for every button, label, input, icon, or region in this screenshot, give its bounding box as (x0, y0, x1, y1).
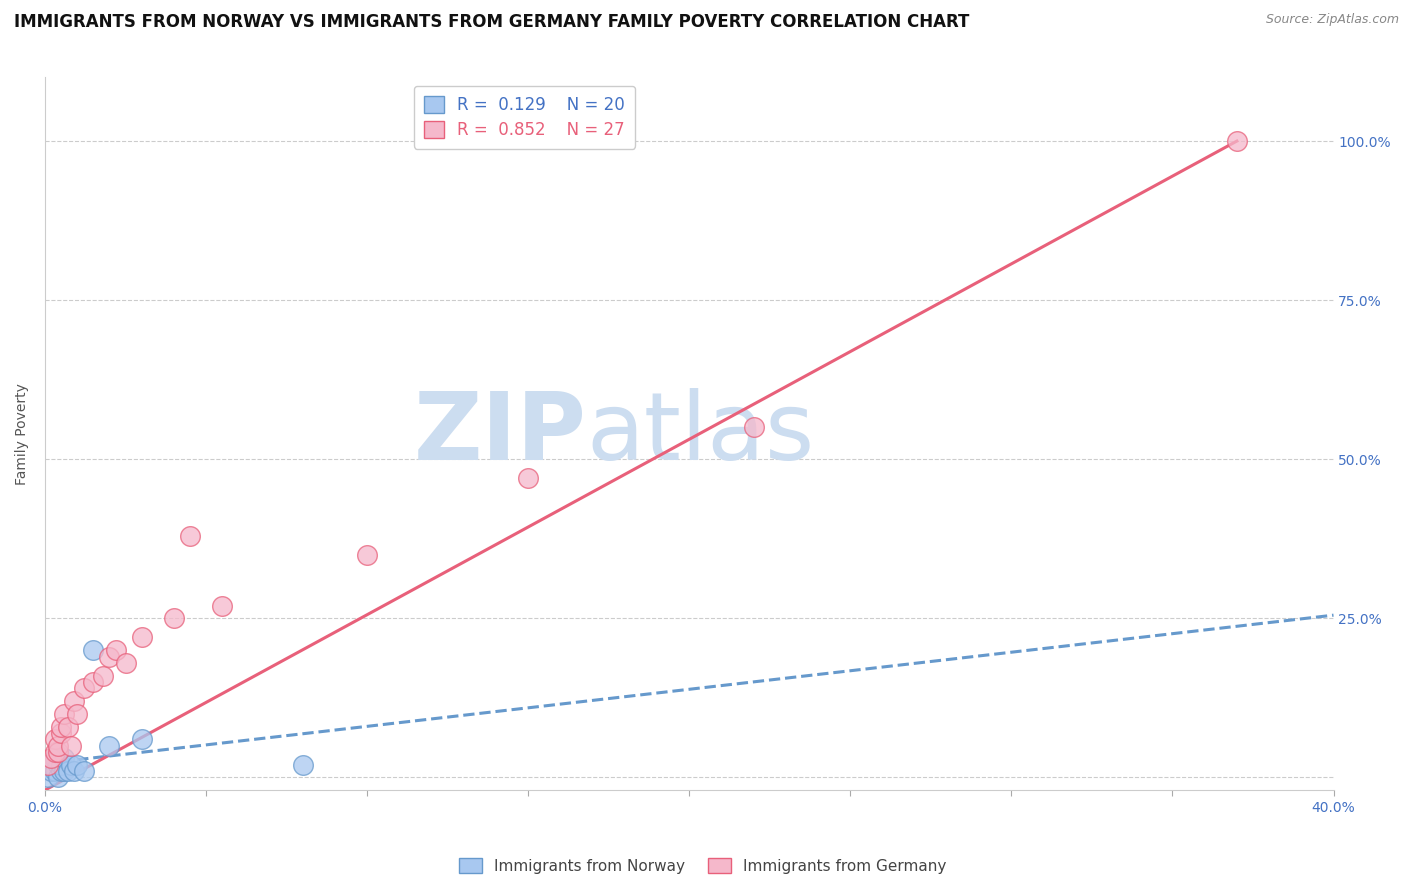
Point (114, 656, 136, 670)
Point (49, 757, 72, 772)
Point (91, 668, 114, 682)
Point (72, 681, 94, 696)
Point (44, 745, 66, 759)
Point (37, 757, 59, 772)
Point (59, 739, 82, 753)
Point (41, 757, 63, 772)
Point (56, 764, 79, 778)
Point (41, 751, 63, 765)
Point (53, 706, 76, 721)
Point (46, 745, 69, 759)
Point (46, 757, 69, 772)
Point (53, 764, 76, 778)
Text: Source: ZipAtlas.com: Source: ZipAtlas.com (1265, 13, 1399, 27)
Y-axis label: Family Poverty: Family Poverty (15, 383, 30, 484)
Text: IMMIGRANTS FROM NORWAY VS IMMIGRANTS FROM GERMANY FAMILY POVERTY CORRELATION CHA: IMMIGRANTS FROM NORWAY VS IMMIGRANTS FRO… (14, 13, 969, 31)
Point (41, 764, 63, 778)
Legend: Immigrants from Norway, Immigrants from Germany: Immigrants from Norway, Immigrants from … (453, 852, 953, 880)
Point (56, 719, 79, 733)
Point (63, 694, 86, 708)
Point (49, 726, 72, 740)
Point (37, 771, 59, 785)
Point (44, 732, 66, 747)
Point (46, 739, 69, 753)
Point (82, 643, 104, 657)
Point (291, 757, 314, 772)
Point (1226, 134, 1249, 148)
Point (211, 599, 233, 613)
Point (49, 719, 72, 733)
Point (82, 675, 104, 690)
Point (63, 764, 86, 778)
Point (49, 764, 72, 778)
Text: atlas: atlas (586, 388, 814, 480)
Point (163, 611, 186, 625)
Point (98, 649, 121, 664)
Point (44, 764, 66, 778)
Point (742, 420, 765, 434)
Point (53, 751, 76, 765)
Point (46, 771, 69, 785)
Point (131, 732, 153, 747)
Legend: R =  0.129    N = 20, R =  0.852    N = 27: R = 0.129 N = 20, R = 0.852 N = 27 (415, 86, 636, 149)
Point (131, 631, 153, 645)
Point (66, 757, 89, 772)
Point (104, 643, 127, 657)
Point (356, 548, 378, 562)
Point (66, 706, 89, 721)
Point (179, 528, 201, 542)
Point (517, 471, 540, 485)
Text: ZIP: ZIP (413, 388, 586, 480)
Point (44, 751, 66, 765)
Point (59, 757, 82, 772)
Point (98, 739, 121, 753)
Point (72, 764, 94, 778)
